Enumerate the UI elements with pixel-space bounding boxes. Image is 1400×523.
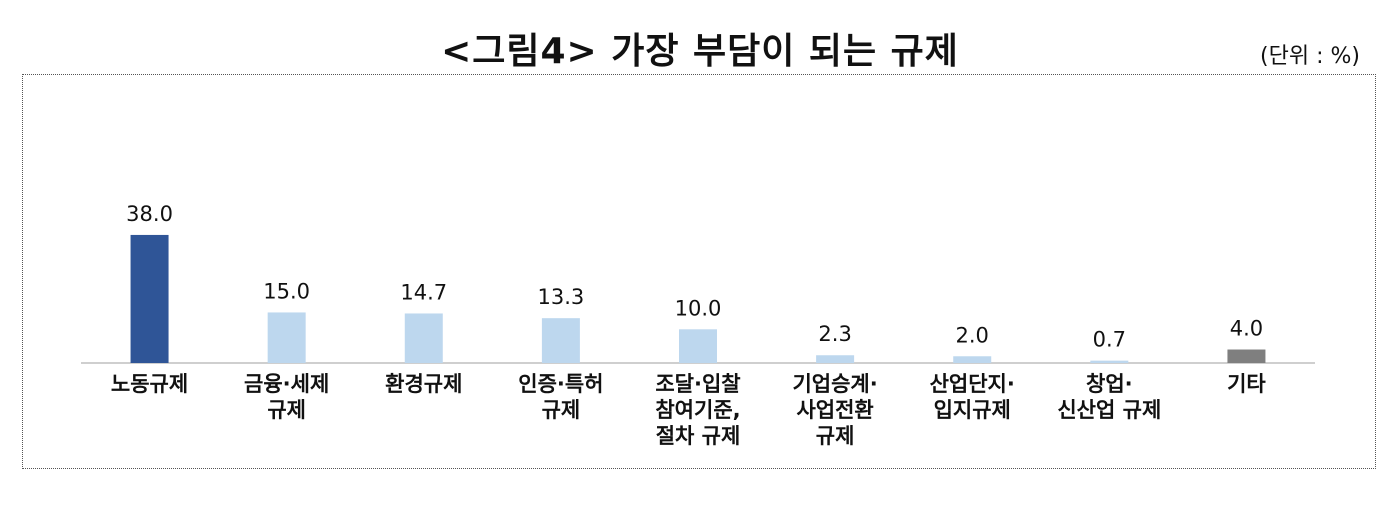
value-label-5: 2.3 bbox=[818, 322, 851, 346]
value-label-6: 2.0 bbox=[956, 323, 989, 347]
value-label-1: 15.0 bbox=[263, 279, 310, 303]
value-label-0: 38.0 bbox=[126, 202, 173, 226]
bar-4 bbox=[679, 329, 717, 363]
category-label-2: 환경규제 bbox=[385, 372, 462, 396]
value-label-2: 14.7 bbox=[400, 280, 447, 304]
category-label-3: 인증·특허 규제 bbox=[518, 372, 603, 422]
value-label-4: 10.0 bbox=[675, 296, 722, 320]
bar-0 bbox=[130, 234, 169, 363]
category-label-5: 기업승계· 사업전환 규제 bbox=[792, 372, 877, 448]
bar-1 bbox=[267, 312, 306, 363]
bar-2 bbox=[404, 313, 443, 363]
chart-frame: 38.0 노동규제 15.0 금융·세제 규제 14.7 환경규제 13.3 인증·특허 규제 10… bbox=[22, 74, 1376, 469]
category-label-8: 기타 bbox=[1227, 372, 1266, 396]
value-label-7: 0.7 bbox=[1093, 328, 1126, 352]
bar-8 bbox=[1227, 349, 1266, 363]
bar-5 bbox=[816, 355, 855, 363]
category-label-4: 조달·입찰 참여기준, 절차 규제 bbox=[655, 372, 740, 448]
chart-title: <그림4> 가장 부담이 되는 규제 bbox=[441, 31, 959, 72]
bar-chart: 38.0 노동규제 15.0 금융·세제 규제 14.7 환경규제 13.3 인증·특허 규제 10… bbox=[81, 202, 1315, 448]
value-label-8: 4.0 bbox=[1230, 317, 1263, 341]
bar-7 bbox=[1090, 360, 1129, 363]
value-label-3: 13.3 bbox=[538, 285, 585, 309]
category-label-7: 창업· 신산업 규제 bbox=[1057, 372, 1161, 422]
category-label-1: 금융·세제 규제 bbox=[244, 372, 329, 422]
bar-6 bbox=[953, 356, 992, 363]
bar-3 bbox=[541, 318, 580, 363]
category-label-0: 노동규제 bbox=[111, 372, 188, 396]
unit-label: (단위 : %) bbox=[1260, 44, 1360, 69]
category-label-6: 산업단지· 입지규제 bbox=[930, 372, 1015, 422]
